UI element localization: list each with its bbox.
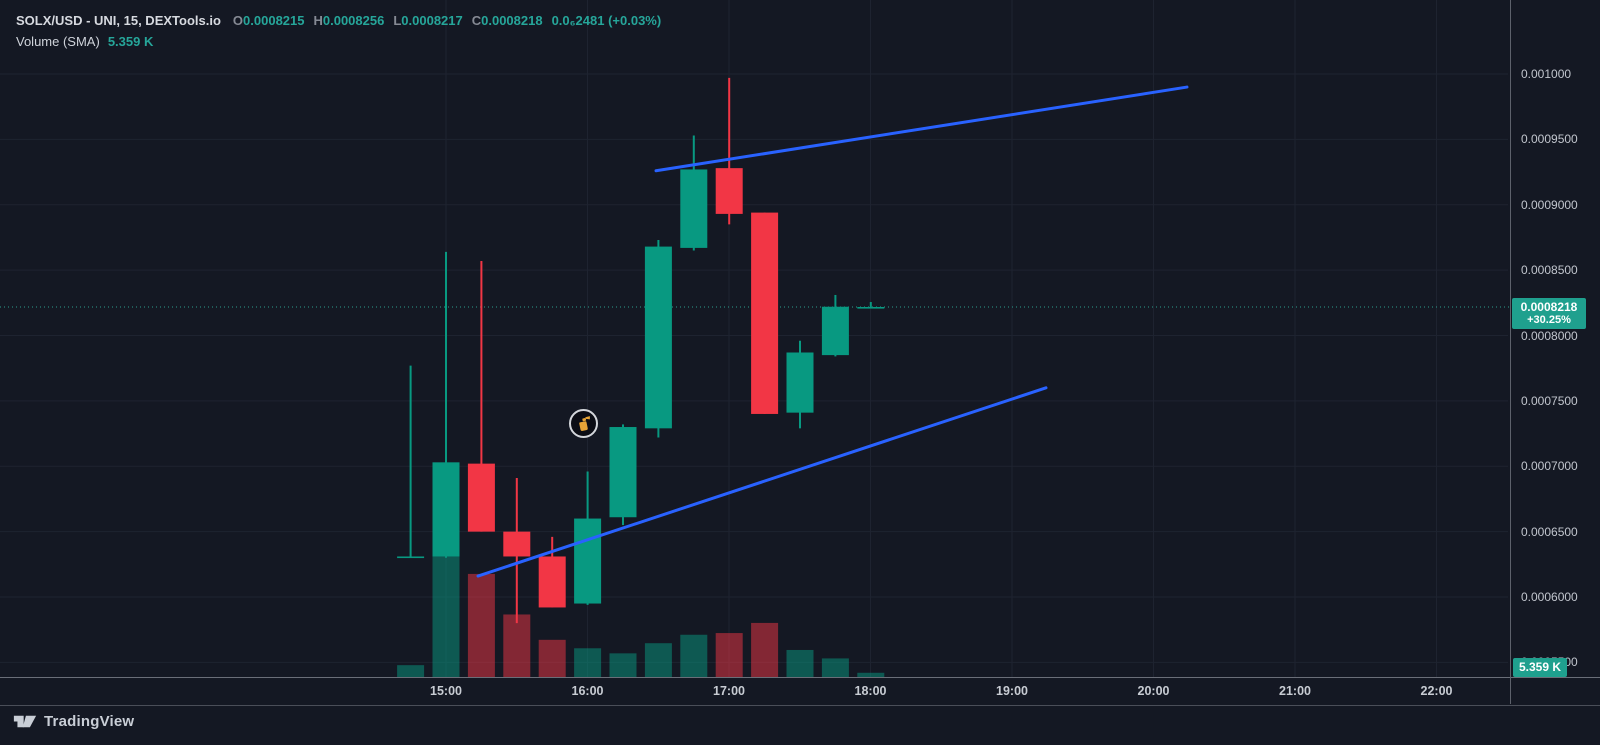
candle xyxy=(786,340,814,429)
tradingview-logo-icon xyxy=(13,715,37,728)
volume-bar xyxy=(397,665,425,677)
legend-row-symbol: SOLX/USD - UNI, 15, DEXTools.io O0.000821… xyxy=(16,13,661,28)
ohlc-value: 0.0008217 xyxy=(401,13,463,28)
ohlc-key: H xyxy=(313,13,323,28)
price-tick-label: 0.0009500 xyxy=(1521,132,1578,147)
fire-extinguisher-icon xyxy=(579,416,590,431)
candle xyxy=(432,251,460,558)
time-tick-label: 20:00 xyxy=(1137,684,1170,698)
volume-indicator-value: 5.359 K xyxy=(107,34,154,49)
price-tick-label: 0.0006500 xyxy=(1521,524,1578,539)
candle xyxy=(751,212,779,414)
price-tick-label: 0.0008000 xyxy=(1521,328,1578,343)
candle xyxy=(467,260,495,532)
time-tick-label: 21:00 xyxy=(1279,684,1311,698)
candle xyxy=(397,365,425,559)
time-tick-label: 22:00 xyxy=(1420,684,1453,698)
candle-body xyxy=(432,462,460,557)
last-price-change-pct: +30.25% xyxy=(1527,314,1571,327)
volume-bar xyxy=(503,614,531,677)
candle-body xyxy=(467,463,495,532)
volume-bar xyxy=(821,658,849,677)
legend-row-volume: Volume (SMA) 5.359 K xyxy=(16,34,661,49)
volume-indicator-label[interactable]: Volume (SMA) xyxy=(16,34,100,49)
candle xyxy=(644,240,672,438)
candle-body xyxy=(821,306,849,356)
volume-bar xyxy=(680,634,708,677)
tradingview-logo[interactable]: TradingView xyxy=(13,713,134,730)
bottom-bar: TradingView xyxy=(0,705,1600,745)
trendline-lower[interactable] xyxy=(476,386,1048,578)
last-price-value: 0.0008218 xyxy=(1520,300,1578,314)
ohlc-value: 0.0008218 xyxy=(481,13,543,28)
candle-body xyxy=(503,531,531,557)
volume-bar xyxy=(609,653,637,677)
time-tick-label: 16:00 xyxy=(571,684,604,698)
candle-body xyxy=(397,556,425,559)
fire-extinguisher-marker[interactable] xyxy=(569,409,598,438)
candle xyxy=(821,294,849,357)
price-tick-label: 0.0007500 xyxy=(1521,393,1578,408)
price-tick-label: 0.0006000 xyxy=(1521,590,1578,604)
volume-bar xyxy=(857,672,885,677)
candle-body xyxy=(574,518,602,604)
ohlc-key: L xyxy=(393,13,402,28)
volume-bar xyxy=(467,573,495,677)
change-value: 0.0₆2481 (+0.03%) xyxy=(551,13,662,28)
volume-bar xyxy=(786,649,814,677)
volume-sma-badge: 5.359 K xyxy=(1513,658,1567,677)
symbol-title[interactable]: SOLX/USD - UNI, 15, DEXTools.io xyxy=(16,13,221,28)
last-price-badge: 0.0008218 +30.25% xyxy=(1512,298,1586,329)
volume-bar xyxy=(574,648,602,677)
time-axis[interactable]: 15:00 16:00 17:00 18:00 19:00 20:00 21:00 22:00 xyxy=(0,677,1600,706)
ohlc-values: O0.0008215 H0.0008256 L0.0008217 C0.0008218 xyxy=(233,13,552,28)
candle xyxy=(609,424,637,526)
price-axis[interactable]: 0.001000 0.0009500 0.0009000 0.0008500 0.000… xyxy=(1510,0,1600,704)
candle-body xyxy=(715,168,743,214)
volume-bar xyxy=(751,622,779,677)
time-tick-label: 15:00 xyxy=(430,684,462,698)
time-tick-label: 19:00 xyxy=(996,684,1028,698)
candle-body xyxy=(644,246,672,429)
candle-body xyxy=(538,556,566,608)
candle-body xyxy=(680,169,708,248)
volume-bar xyxy=(538,639,566,677)
tradingview-logo-text: TradingView xyxy=(44,713,135,730)
time-tick-label: 17:00 xyxy=(713,684,745,698)
candles xyxy=(397,77,885,624)
price-tick-label: 0.0009000 xyxy=(1521,197,1578,212)
volume-bar xyxy=(715,633,743,677)
volume-bar xyxy=(644,643,672,677)
candle-body xyxy=(786,352,814,413)
candle xyxy=(715,77,743,225)
candle xyxy=(503,478,531,624)
ohlc-value: 0.0008215 xyxy=(243,13,305,28)
price-tick-label: 0.001000 xyxy=(1521,67,1572,81)
legend: SOLX/USD - UNI, 15, DEXTools.io O0.000821… xyxy=(16,13,661,49)
candle xyxy=(680,135,708,251)
ohlc-value: 0.0008256 xyxy=(322,13,385,28)
price-tick-label: 0.0007000 xyxy=(1521,459,1578,474)
trendline-upper[interactable] xyxy=(654,85,1189,173)
candle xyxy=(574,471,602,605)
ohlc-key: C xyxy=(471,13,482,28)
price-tick-label: 0.0008500 xyxy=(1521,263,1578,278)
volume-pane xyxy=(397,508,885,677)
candle xyxy=(538,536,566,608)
candle-body xyxy=(857,306,885,309)
time-tick-label: 18:00 xyxy=(854,684,887,698)
candle xyxy=(857,302,885,309)
candle-body xyxy=(609,427,637,518)
ohlc-key: O xyxy=(232,13,244,28)
candle-body xyxy=(751,212,779,414)
